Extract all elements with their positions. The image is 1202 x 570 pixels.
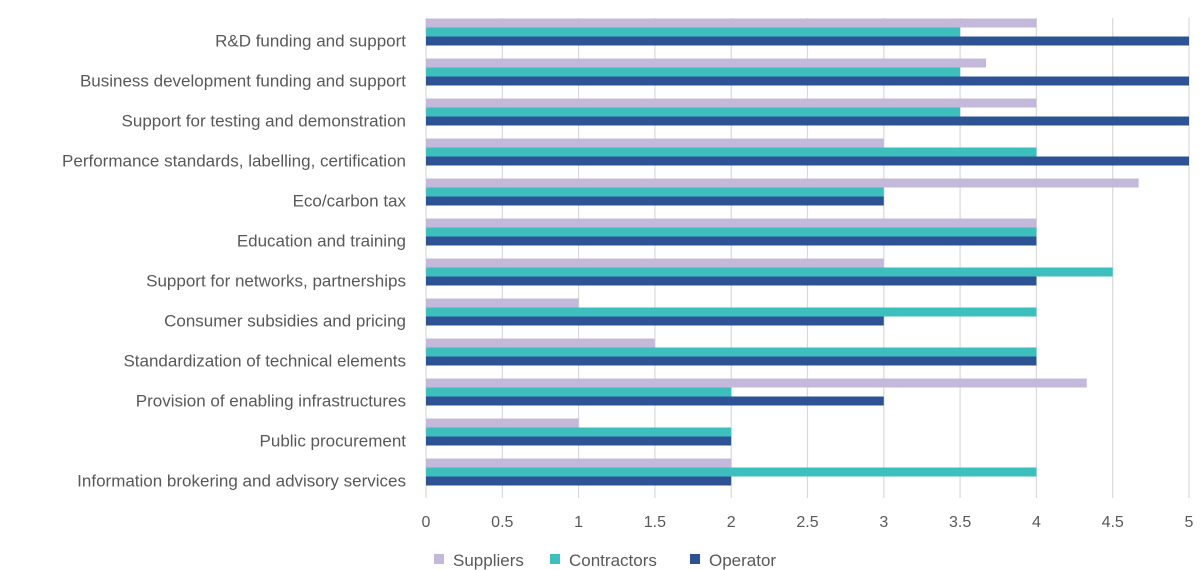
legend-swatch [434,554,444,564]
bar-operator [426,236,1037,246]
bar-contractors [426,107,961,117]
bar-contractors [426,27,961,37]
legend-label: Operator [709,551,776,570]
bar-contractors [426,307,1037,317]
legend-label: Contractors [569,551,657,570]
bar-suppliers [426,378,1087,388]
bar-suppliers [426,178,1139,188]
legend: Suppliers Contractors Operator [434,551,776,570]
x-tick-label: 3 [879,514,888,531]
category-label: Performance standards, labelling, certif… [62,152,406,171]
bar-operator [426,476,732,486]
category-labels: R&D funding and support Business developm… [62,32,406,491]
x-tick-label: 1.5 [644,514,666,531]
bar-operator [426,276,1037,286]
bar-contractors [426,187,884,197]
x-tick-label: 4.5 [1102,514,1124,531]
bar-operator [426,356,1037,366]
bar-contractors [426,267,1113,277]
x-tick-label: 0.5 [491,514,513,531]
bar-operator [426,316,884,326]
bar-operator [426,156,1189,166]
bar-suppliers [426,298,579,308]
category-label: Business development funding and support [80,72,406,91]
legend-swatch [690,554,700,564]
x-tick-label: 2 [727,514,736,531]
category-label: Support for networks, partnerships [146,272,406,291]
bar-operator [426,196,884,206]
bar-contractors [426,227,1037,237]
category-label: Information brokering and advisory servi… [77,472,406,491]
bar-contractors [426,427,732,437]
bar-suppliers [426,258,884,268]
bars [426,18,1189,486]
bar-contractors [426,347,1037,357]
legend-swatch [550,554,560,564]
category-label: Eco/carbon tax [293,192,407,211]
x-tick-label: 5 [1185,514,1194,531]
bar-suppliers [426,138,884,148]
bar-operator [426,76,1189,86]
bar-suppliers [426,338,655,348]
category-label: Provision of enabling infrastructures [136,392,406,411]
bar-suppliers [426,98,1037,108]
bar-operator [426,396,884,406]
legend-item-suppliers: Suppliers [434,551,524,570]
legend-item-contractors: Contractors [550,551,657,570]
category-label: Support for testing and demonstration [122,112,406,131]
category-label: Consumer subsidies and pricing [164,312,406,331]
bar-operator [426,116,1189,126]
x-tick-label: 3.5 [949,514,971,531]
bar-suppliers [426,218,1037,228]
x-tick-label: 4 [1032,514,1041,531]
bar-contractors [426,387,732,397]
category-label: Standardization of technical elements [123,352,406,371]
bar-operator [426,36,1189,46]
x-tick-label: 0 [422,514,431,531]
gridlines [425,18,1190,498]
bar-suppliers [426,58,987,68]
category-label: Education and training [237,232,406,251]
category-label: R&D funding and support [215,32,406,51]
bar-contractors [426,147,1037,157]
x-axis-tick-labels: 0 0.5 1 1.5 2 2.5 3 3.5 4 4.5 5 [422,514,1194,531]
bar-suppliers [426,418,579,428]
x-tick-label: 2.5 [796,514,818,531]
bar-contractors [426,467,1037,477]
legend-item-operator: Operator [690,551,776,570]
bar-contractors [426,67,961,77]
legend-label: Suppliers [453,551,524,570]
x-tick-label: 1 [574,514,583,531]
category-label: Public procurement [260,432,407,451]
bar-suppliers [426,18,1037,28]
bar-suppliers [426,458,732,468]
bar-operator [426,436,732,446]
